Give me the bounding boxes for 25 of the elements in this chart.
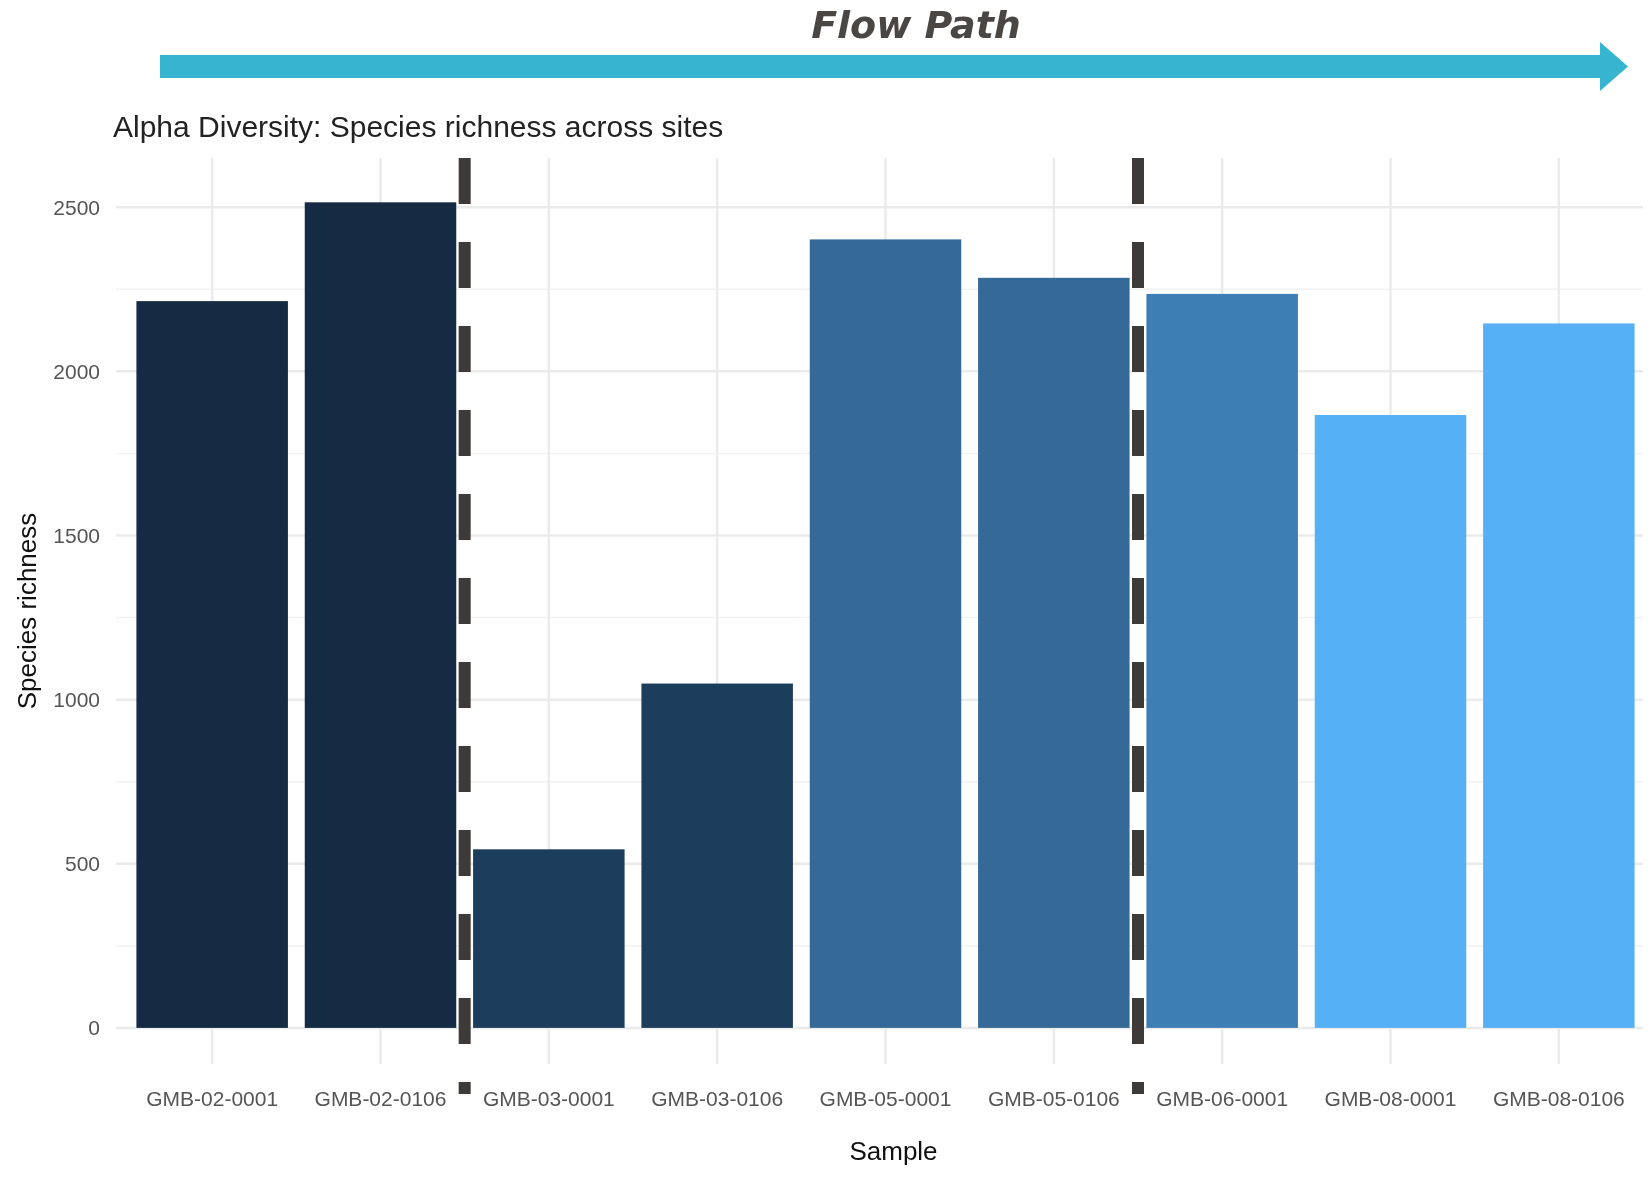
chart-title: Alpha Diversity: Species richness across sites bbox=[113, 110, 724, 143]
y-tick-label: 1000 bbox=[53, 687, 100, 711]
x-axis-title: Sample bbox=[849, 1136, 938, 1166]
bar bbox=[809, 239, 962, 1028]
x-tick-label: GMB-08-0106 bbox=[1492, 1087, 1625, 1110]
x-tick-label: GMB-06-0001 bbox=[1156, 1087, 1289, 1110]
x-tick-label: GMB-03-0001 bbox=[482, 1087, 615, 1110]
text: Flow Path bbox=[811, 3, 1021, 47]
bar bbox=[136, 301, 288, 1028]
y-tick-label: 1500 bbox=[53, 523, 100, 547]
x-tick-label: GMB-02-0001 bbox=[146, 1087, 279, 1110]
bar bbox=[1314, 415, 1467, 1028]
y-tick-label: 0 bbox=[88, 1016, 100, 1040]
x-tick-label: GMB-05-0001 bbox=[819, 1087, 952, 1110]
bar bbox=[473, 849, 625, 1028]
x-tick-label: GMB-05-0106 bbox=[987, 1087, 1120, 1110]
y-tick-label: 2500 bbox=[53, 195, 100, 219]
y-tick-label: 500 bbox=[64, 852, 100, 876]
bar bbox=[1483, 323, 1635, 1028]
x-tick-label: GMB-02-0106 bbox=[314, 1087, 447, 1110]
x-tick-label: GMB-08-0001 bbox=[1324, 1087, 1457, 1110]
y-tick-label: 2000 bbox=[53, 359, 100, 383]
x-tick-label: GMB-03-0106 bbox=[651, 1087, 784, 1110]
y-axis-title: Species richness bbox=[12, 512, 42, 710]
bar bbox=[641, 683, 793, 1028]
